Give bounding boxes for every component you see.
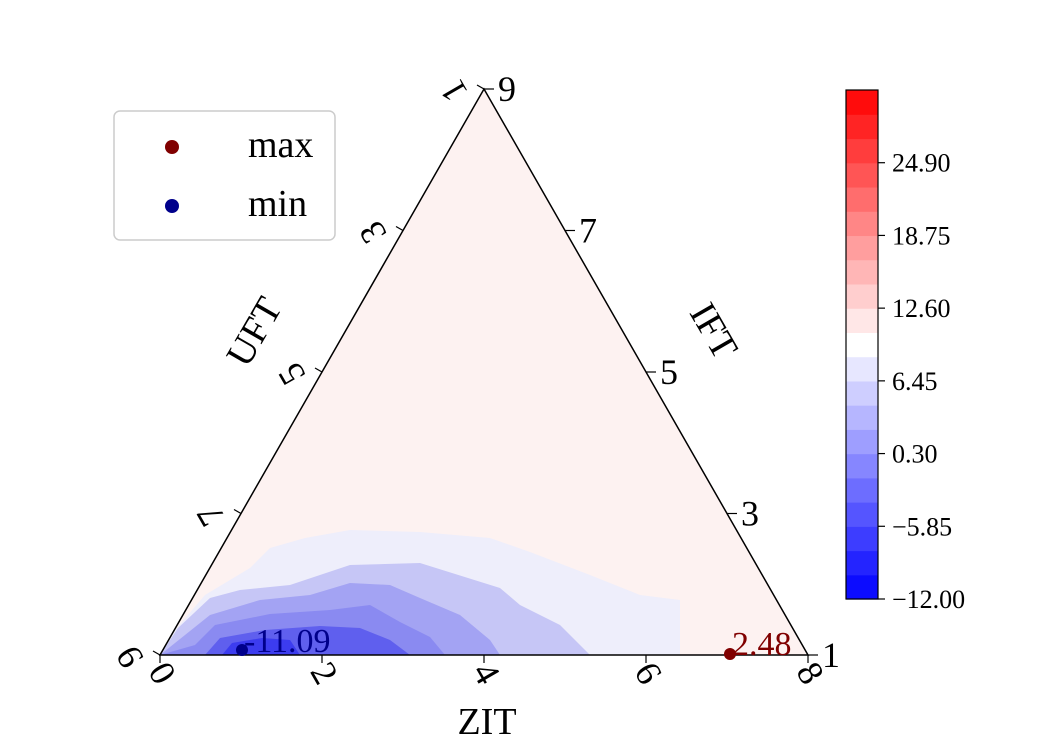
axis-label-right: IFT — [681, 296, 746, 366]
left-tick-label: 5 — [270, 356, 314, 392]
bottom-tick-label: 6 — [627, 655, 671, 691]
colorbar-band — [846, 332, 878, 358]
colorbar-frame — [845, 89, 879, 600]
colorbar-band — [846, 477, 878, 503]
colorbar-band — [846, 356, 878, 382]
colorbar-tick-label: 12.60 — [892, 294, 951, 323]
contour-regions — [160, 89, 808, 655]
left-tick-label: 7 — [189, 498, 233, 534]
colorbar: −12.00 −5.85 0.30 6.45 12.60 18.75 24.90 — [845, 89, 965, 614]
left-tick-label: 1 — [432, 73, 476, 109]
colorbar-band — [846, 574, 878, 600]
legend-max-label: max — [248, 124, 313, 166]
colorbar-band — [846, 138, 878, 164]
colorbar-bands — [846, 90, 878, 600]
axis-label-left: UFT — [218, 290, 290, 373]
colorbar-band — [846, 526, 878, 552]
colorbar-band — [846, 114, 878, 140]
legend-min-marker — [165, 199, 179, 213]
legend: max min — [113, 110, 336, 241]
colorbar-band — [846, 186, 878, 212]
colorbar-tick-label: 6.45 — [892, 367, 938, 396]
bottom-tick-label: 0 — [141, 655, 185, 691]
colorbar-band — [846, 429, 878, 455]
right-tick-label: 5 — [660, 352, 678, 392]
colorbar-band — [846, 90, 878, 115]
left-tick-mark — [395, 225, 404, 232]
left-tick-label: 3 — [351, 215, 395, 251]
colorbar-band — [846, 259, 878, 285]
colorbar-band — [846, 162, 878, 188]
bottom-tick-label: 4 — [465, 655, 509, 691]
colorbar-band — [846, 308, 878, 333]
colorbar-band — [846, 380, 878, 406]
min-annotation: -11.09 — [244, 623, 331, 660]
axis-label-bottom: ZIT — [457, 701, 516, 743]
left-tick-mark — [314, 367, 323, 373]
legend-max-marker — [165, 140, 179, 154]
min-marker — [236, 644, 248, 656]
colorbar-band — [846, 211, 878, 237]
colorbar-band — [846, 453, 878, 479]
colorbar-tick-label: 24.90 — [892, 149, 951, 178]
colorbar-tick-label: 18.75 — [892, 221, 951, 250]
left-tick-mark — [152, 650, 161, 656]
colorbar-band — [846, 235, 878, 261]
right-tick-label: 3 — [741, 494, 759, 534]
right-tick-label: 1 — [822, 635, 840, 675]
max-marker — [724, 648, 736, 660]
bottom-tick-label: 2 — [303, 655, 347, 691]
colorbar-band — [846, 502, 878, 527]
left-tick-mark — [476, 84, 485, 90]
colorbar-band — [846, 405, 878, 430]
colorbar-band — [846, 550, 878, 576]
extreme-markers: -11.09 2.48 — [236, 623, 792, 663]
right-tick-label: 7 — [579, 211, 597, 251]
colorbar-tick-label: 0.30 — [892, 440, 938, 469]
right-tick-label: 9 — [498, 69, 516, 109]
max-annotation: 2.48 — [732, 626, 792, 663]
colorbar-ticks: −12.00 −5.85 0.30 6.45 12.60 18.75 24.90 — [878, 149, 965, 614]
colorbar-tick-label: −12.00 — [892, 585, 965, 614]
colorbar-tick-label: −5.85 — [892, 512, 952, 541]
colorbar-band — [846, 283, 878, 309]
left-tick-label: 9 — [108, 639, 152, 675]
contour-region-background — [160, 89, 808, 655]
left-tick-mark — [233, 508, 242, 515]
legend-min-label: min — [248, 183, 307, 225]
